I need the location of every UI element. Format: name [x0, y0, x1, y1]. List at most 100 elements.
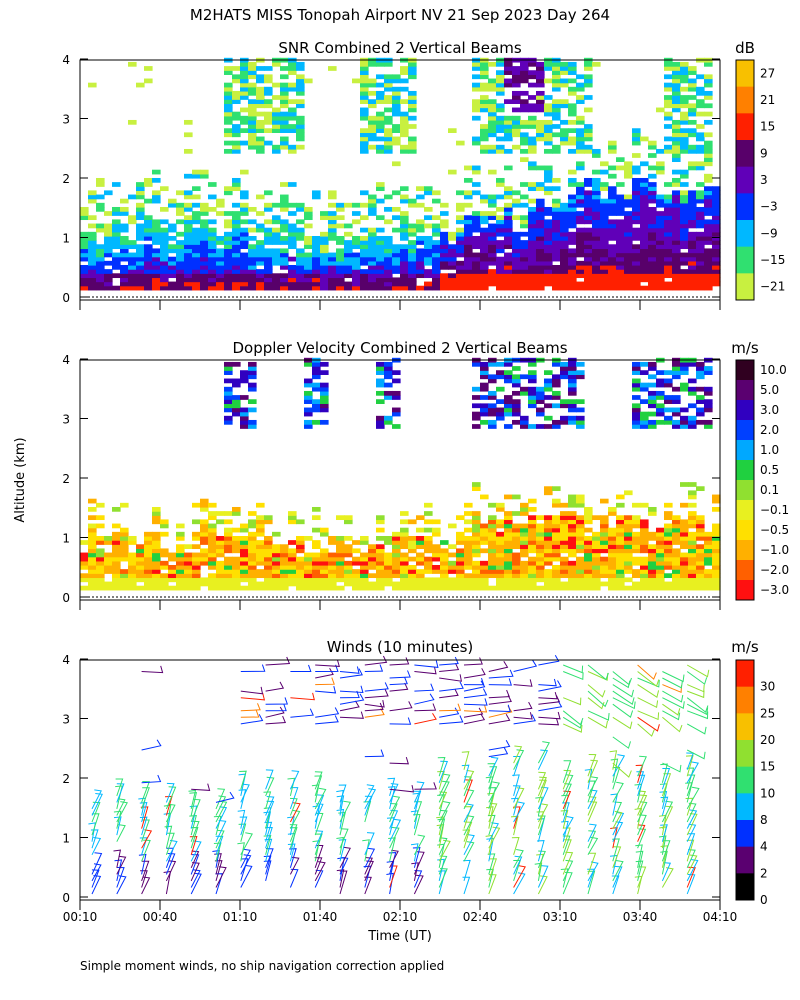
snr-cell: [600, 231, 609, 237]
snr-cell: [520, 70, 529, 75]
snr-cell: [528, 206, 537, 212]
snr-cell: [504, 235, 513, 241]
velocity-cell: [112, 531, 121, 537]
velocity-cell: [576, 585, 585, 591]
velocity-cell: [656, 403, 665, 409]
velocity-cell: [456, 552, 465, 558]
velocity-cell: [528, 374, 537, 380]
snr-cell: [704, 211, 713, 216]
snr-cell: [544, 244, 553, 250]
snr-cell: [528, 273, 537, 279]
snr-cell: [296, 231, 305, 237]
velocity-cell: [168, 552, 177, 558]
snr-cell: [288, 144, 297, 150]
snr-cell: [288, 61, 297, 67]
velocity-cell: [712, 506, 721, 512]
snr-cell: [704, 194, 713, 200]
velocity-cell: [384, 535, 393, 541]
snr-cell: [712, 231, 721, 237]
snr-cell: [480, 61, 489, 67]
snr-cell: [256, 256, 265, 262]
velocity-cell: [680, 366, 689, 371]
velocity-cell: [528, 424, 537, 429]
snr-cell: [440, 277, 449, 283]
snr-cell: [704, 95, 713, 100]
velocity-cell: [712, 577, 721, 583]
snr-cell: [472, 281, 481, 287]
snr-cell: [224, 281, 233, 287]
velocity-cell: [544, 519, 553, 525]
velocity-cell: [648, 506, 657, 512]
velocity-cell: [624, 548, 633, 554]
snr-cell: [672, 177, 681, 183]
snr-cell: [232, 99, 241, 104]
snr-cell: [488, 194, 497, 200]
snr-cell: [232, 111, 241, 117]
velocity-cell: [128, 540, 137, 545]
snr-cell: [416, 248, 425, 254]
snr-cell: [464, 281, 473, 287]
snr-cell: [176, 211, 185, 216]
snr-cell: [432, 240, 441, 245]
snr-cell: [592, 215, 601, 221]
snr-cell: [408, 148, 417, 154]
velocity-cell: [208, 535, 217, 541]
snr-cell: [672, 248, 681, 254]
snr-cell: [376, 281, 385, 287]
velocity-cell: [248, 370, 257, 375]
velocity-cell: [480, 407, 489, 413]
velocity-cell: [200, 506, 209, 512]
snr-cell: [560, 252, 569, 258]
snr-cell: [680, 227, 689, 233]
velocity-cell: [376, 556, 385, 562]
snr-cell: [464, 190, 473, 196]
snr-cell: [256, 144, 265, 150]
snr-cell: [632, 177, 641, 183]
snr-cell: [256, 74, 265, 80]
velocity-cell: [448, 585, 457, 591]
colorbar-label: −3.0: [760, 583, 789, 597]
velocity-cell: [248, 366, 257, 371]
velocity-cell: [144, 560, 153, 566]
snr-cell: [424, 186, 433, 192]
snr-cell: [232, 95, 241, 100]
velocity-cell: [336, 569, 345, 574]
snr-cell: [456, 227, 465, 233]
velocity-cell: [312, 419, 321, 425]
snr-cell: [704, 281, 713, 287]
wind-barb: [364, 708, 385, 718]
wind-barb: [610, 758, 619, 783]
snr-cell: [184, 240, 193, 245]
snr-cell: [152, 252, 161, 258]
snr-cell: [256, 248, 265, 254]
snr-cell: [656, 248, 665, 254]
snr-cell: [376, 198, 385, 204]
snr-cell: [512, 66, 521, 71]
snr-cell: [376, 124, 385, 129]
snr-cell: [392, 103, 401, 109]
velocity-cell: [152, 577, 161, 583]
snr-cell: [392, 140, 401, 146]
snr-cell: [384, 260, 393, 266]
velocity-cell: [224, 535, 233, 541]
wind-barb: [463, 707, 484, 718]
snr-cell: [536, 107, 545, 113]
snr-cell: [280, 285, 289, 291]
velocity-cell: [200, 548, 209, 554]
velocity-cell: [176, 581, 185, 587]
wind-barb: [560, 809, 569, 829]
velocity-cell: [464, 552, 473, 558]
velocity-cell: [648, 424, 657, 429]
velocity-cell: [128, 535, 137, 541]
velocity-cell: [232, 544, 241, 550]
snr-cell: [464, 252, 473, 258]
velocity-cell: [504, 560, 513, 566]
velocity-cell: [184, 564, 193, 570]
velocity-cell: [688, 419, 697, 425]
snr-cell: [456, 269, 465, 274]
snr-cell: [136, 256, 145, 262]
snr-cell: [552, 211, 561, 216]
wind-barb: [463, 705, 488, 713]
snr-cell: [424, 215, 433, 221]
wind-barb: [338, 811, 346, 836]
